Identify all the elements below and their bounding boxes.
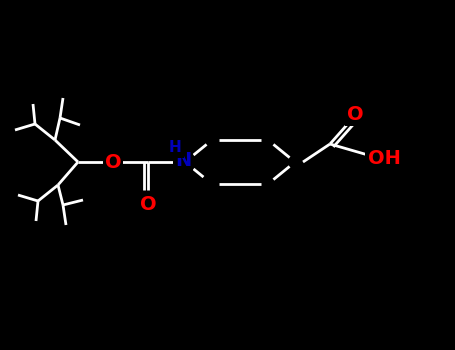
Text: N: N [175, 150, 191, 169]
Text: OH: OH [368, 148, 400, 168]
Text: O: O [140, 195, 157, 214]
Text: H: H [169, 140, 182, 155]
Text: O: O [347, 105, 363, 124]
Text: O: O [105, 153, 121, 172]
